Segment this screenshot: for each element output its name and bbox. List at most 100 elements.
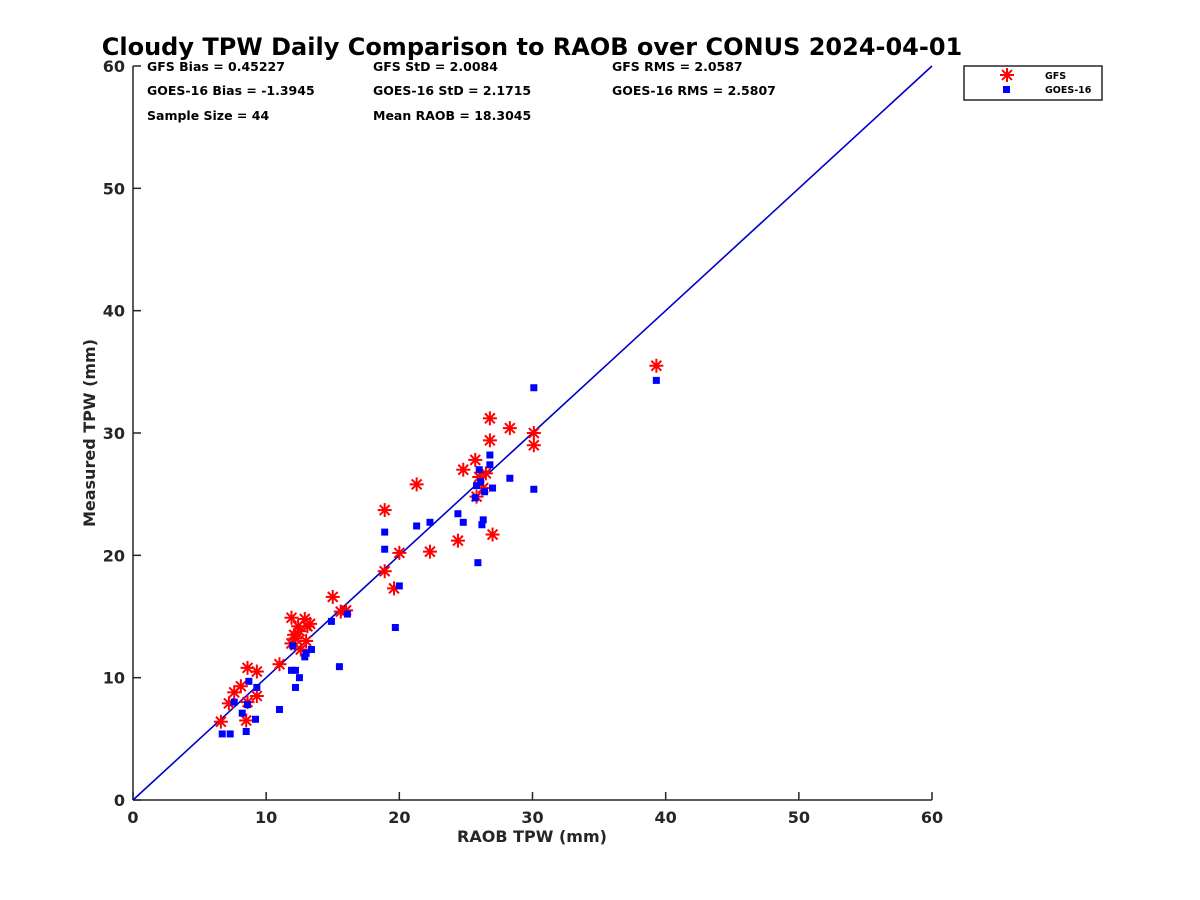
goes-16-point [275,705,283,713]
stat-gfs-std: GFS StD = 2.0084 [373,59,498,74]
goes-16-point [218,730,226,738]
gfs-point [299,633,314,648]
gfs-point [272,657,287,672]
y-tick-label: 30 [103,424,125,443]
goes-16-point [291,666,299,674]
y-tick-label: 0 [114,791,125,810]
goes-16-point [327,617,335,625]
goes-16-point [242,727,250,735]
gfs-point [233,679,248,694]
legend-gfs-marker [1000,68,1014,82]
gfs-point [239,713,254,728]
statistics-block: GFS Bias = 0.45227 GFS StD = 2.0084 GFS … [147,59,776,123]
goes-16-point [226,730,234,738]
goes-16-point [652,376,660,384]
x-tick-label: 30 [521,808,543,827]
legend-gfs-label: GFS [1045,71,1066,82]
goes-16-point [459,518,467,526]
gfs-point [502,421,517,436]
goes-16-point [486,451,494,459]
x-axis-label: RAOB TPW (mm) [457,827,607,846]
gfs-point [325,589,340,604]
legend-goes-16-label: GOES-16 [1045,85,1092,96]
y-tick-label: 20 [103,546,125,565]
gfs-point [213,714,228,729]
gfs-point [526,426,541,440]
goes-16-point [413,522,421,530]
y-tick-label: 10 [103,669,125,688]
stat-goes-rms: GOES-16 RMS = 2.5807 [612,83,776,98]
gfs-point [456,462,471,477]
goes-16-point [486,461,494,469]
gfs-point [649,358,664,373]
stat-goes-std: GOES-16 StD = 2.1715 [373,83,531,98]
gfs-point [249,664,264,679]
goes-16-point [381,528,389,536]
goes-16-point [289,642,297,650]
gfs-point [249,689,264,704]
goes-16-point [291,683,299,691]
gfs-point [526,438,541,453]
gfs-point [287,627,302,642]
stat-sample-size: Sample Size = 44 [147,108,269,123]
goes-16-point [454,510,462,518]
goes-16-point [287,666,295,674]
gfs-point [377,503,392,518]
gfs-point [468,452,483,467]
goes-16-point [391,624,399,632]
stat-gfs-rms: GFS RMS = 2.0587 [612,59,743,74]
goes-16-point [506,474,514,482]
gfs-point [284,610,299,625]
gfs-point [482,433,497,448]
goes-16-point [230,698,238,706]
goes-16-point [530,384,538,392]
x-tick-label: 20 [388,808,410,827]
y-tick-label: 40 [103,302,125,321]
legend-box [963,65,1103,101]
goes-16-point [307,646,315,654]
x-tick-label: 10 [255,808,277,827]
y-tick-label: 60 [103,57,125,76]
goes-16-point [530,485,538,493]
x-tick-label: 60 [921,808,943,827]
x-tick-label: 0 [127,808,138,827]
gfs-point [409,477,424,492]
plot-axes: 0 10 20 30 40 50 60 0 10 20 30 40 50 60 [103,57,943,827]
goes-16-point [475,466,483,474]
gfs-point [450,533,465,548]
goes-16-point [395,582,403,590]
goes-16-point [238,709,246,717]
y-axis-label: Measured TPW (mm) [80,339,99,527]
goes-16-point [253,683,261,691]
gfs-point [485,527,500,542]
goes-16-point [302,649,310,657]
goes-16-point [471,494,479,502]
y-tick-label: 50 [103,179,125,198]
goes-16-point [244,701,252,709]
gfs-point [303,616,318,631]
chart-title: Cloudy TPW Daily Comparison to RAOB over… [102,33,962,61]
goes-16-point [301,653,309,661]
goes-16-point [479,516,487,524]
gfs-point [392,545,407,560]
goes-16-point [426,518,434,526]
goes-16-point [489,484,497,492]
goes-16-point [252,715,260,723]
x-tick-label: 50 [788,808,810,827]
goes-16-point [335,663,343,671]
goes-16-point [474,559,482,567]
gfs-point [422,544,437,559]
gfs-point [377,564,392,579]
goes-16-point [381,545,389,553]
goes-16-point [477,478,485,486]
gfs-point [482,411,497,426]
goes-16-point [473,482,481,490]
stat-mean-raob: Mean RAOB = 18.3045 [373,108,531,123]
goes-16-point [478,521,486,529]
x-tick-label: 40 [655,808,677,827]
gfs-point [478,466,493,481]
goes-16-point [295,674,303,682]
goes-16-point [481,488,489,496]
gfs-series [213,358,664,729]
